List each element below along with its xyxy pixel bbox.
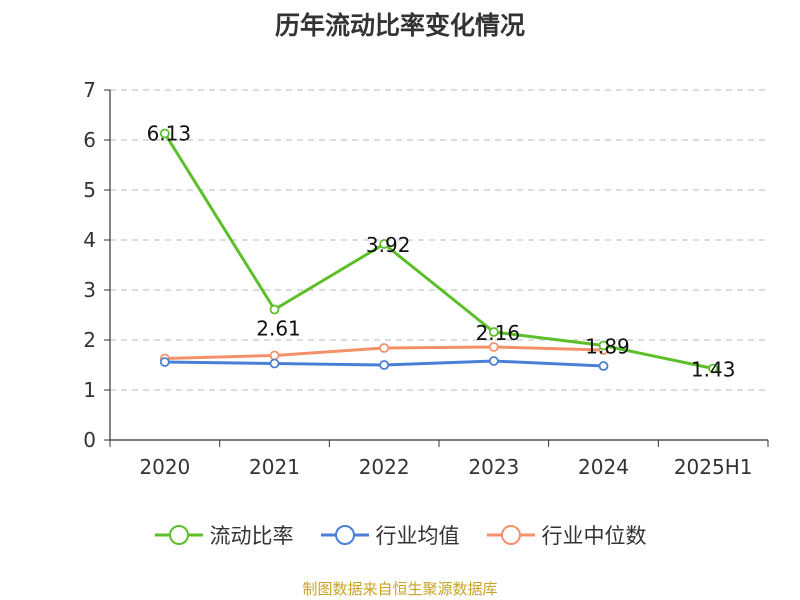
data-point (159, 357, 170, 367)
legend-swatch-icon (320, 525, 369, 545)
axes: 0 1 2 3 4 5 6 7 2020 2021 2022 2023 2024 2025H1 (83, 78, 769, 479)
legend-label: 行业均值 (375, 524, 460, 548)
y-tick-label: 1 (83, 378, 96, 402)
data-label: 1.89 (585, 335, 630, 359)
legend-item-current-ratio[interactable]: 流动比率 (154, 520, 294, 550)
series-lines (163, 132, 714, 370)
data-point (269, 358, 280, 369)
data-point (379, 360, 390, 370)
x-tick-label: 2021 (249, 455, 300, 479)
data-point (708, 363, 719, 374)
legend-swatch-icon (486, 525, 535, 545)
x-tick-label: 2024 (578, 455, 629, 479)
y-tick-label: 2 (83, 328, 96, 352)
legend-item-industry-median[interactable]: 行业中位数 (486, 520, 647, 550)
legend-item-industry-mean[interactable]: 行业均值 (320, 520, 460, 550)
data-label: 2.61 (256, 317, 301, 341)
y-tick-label: 5 (83, 178, 96, 202)
y-tick-label: 7 (83, 78, 96, 102)
data-point (598, 340, 609, 351)
legend-label: 行业中位数 (541, 524, 647, 548)
data-labels: 6.13 2.61 3.92 2.16 1.89 1.43 (147, 122, 736, 382)
y-tick-label: 3 (83, 278, 96, 302)
data-point (488, 327, 499, 337)
legend-swatch-icon (154, 525, 203, 545)
data-point (159, 128, 170, 139)
data-label: 1.43 (691, 358, 736, 382)
data-label: 2.16 (476, 321, 521, 345)
source-note: 制图数据来自恒生聚源数据库 (302, 580, 498, 598)
data-point (488, 342, 499, 352)
series-line-0 (163, 132, 714, 370)
data-label: 3.92 (366, 233, 411, 257)
chart-title: 历年流动比率变化情况 (274, 11, 525, 40)
grid-lines (110, 89, 768, 391)
data-point (269, 350, 280, 361)
y-tick-label: 4 (83, 228, 96, 252)
y-tick-label: 0 (83, 428, 96, 452)
data-point (598, 361, 609, 371)
data-point (379, 239, 390, 249)
data-point (269, 304, 280, 315)
legend: 流动比率 行业均值 行业中位数 (0, 520, 800, 550)
x-tick-label: 2025H1 (674, 455, 753, 479)
data-label: 6.13 (147, 122, 192, 146)
x-tick-label: 2023 (468, 455, 519, 479)
y-tick-label: 6 (83, 128, 96, 152)
x-tick-label: 2020 (139, 455, 190, 479)
data-point (488, 356, 499, 366)
x-tick-label: 2022 (359, 455, 410, 479)
series-points (159, 128, 719, 374)
data-point (379, 343, 390, 353)
legend-label: 流动比率 (209, 524, 294, 548)
